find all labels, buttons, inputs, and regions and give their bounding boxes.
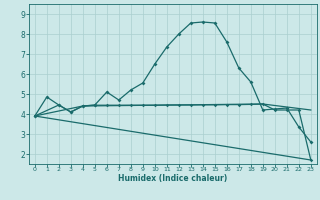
X-axis label: Humidex (Indice chaleur): Humidex (Indice chaleur) — [118, 174, 228, 183]
